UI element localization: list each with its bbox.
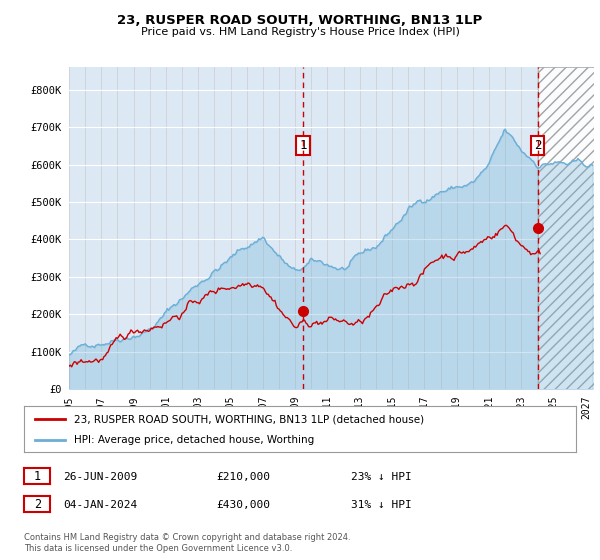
Text: 1: 1 xyxy=(299,139,307,152)
Text: 2: 2 xyxy=(34,497,41,511)
Text: 23% ↓ HPI: 23% ↓ HPI xyxy=(351,472,412,482)
Text: Contains HM Land Registry data © Crown copyright and database right 2024.
This d: Contains HM Land Registry data © Crown c… xyxy=(24,533,350,553)
Text: 2: 2 xyxy=(534,139,541,152)
Text: £430,000: £430,000 xyxy=(216,500,270,510)
Bar xyxy=(538,67,594,389)
Text: 23, RUSPER ROAD SOUTH, WORTHING, BN13 1LP (detached house): 23, RUSPER ROAD SOUTH, WORTHING, BN13 1L… xyxy=(74,414,424,424)
Text: 23, RUSPER ROAD SOUTH, WORTHING, BN13 1LP: 23, RUSPER ROAD SOUTH, WORTHING, BN13 1L… xyxy=(118,14,482,27)
Text: £210,000: £210,000 xyxy=(216,472,270,482)
Text: 04-JAN-2024: 04-JAN-2024 xyxy=(63,500,137,510)
Text: HPI: Average price, detached house, Worthing: HPI: Average price, detached house, Wort… xyxy=(74,435,314,445)
Text: 1: 1 xyxy=(34,469,41,483)
Text: 26-JUN-2009: 26-JUN-2009 xyxy=(63,472,137,482)
Text: Price paid vs. HM Land Registry's House Price Index (HPI): Price paid vs. HM Land Registry's House … xyxy=(140,27,460,37)
Text: 31% ↓ HPI: 31% ↓ HPI xyxy=(351,500,412,510)
